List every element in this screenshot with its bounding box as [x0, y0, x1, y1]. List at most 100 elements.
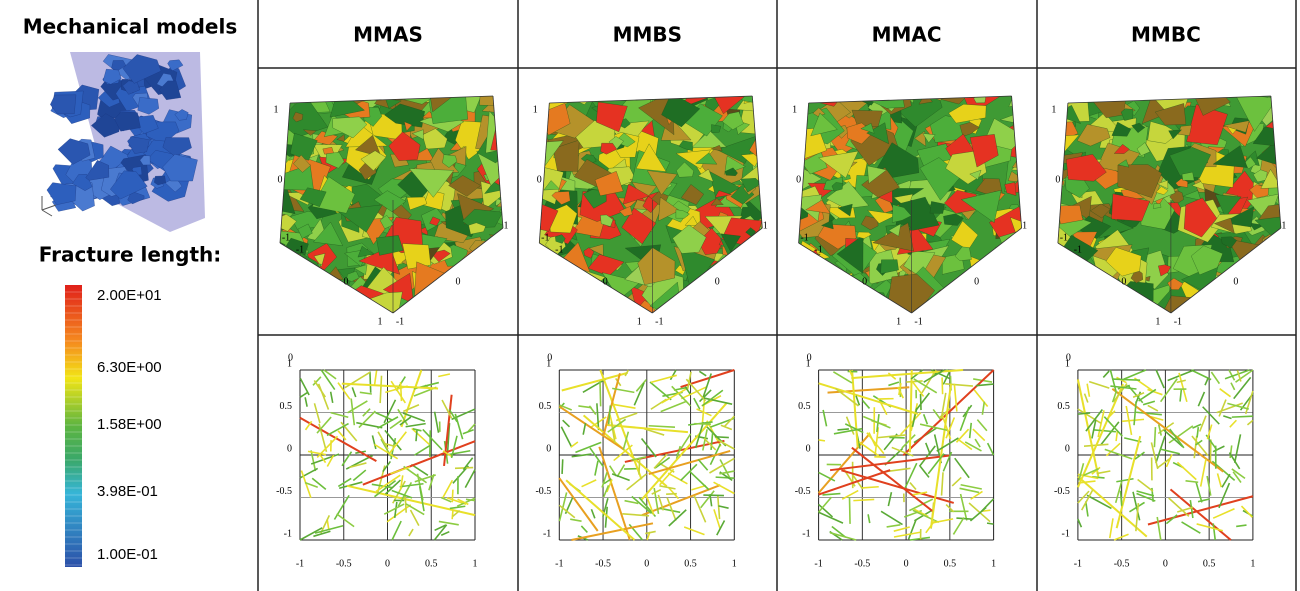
cube-tick-label: 0 [1233, 276, 1238, 287]
fracture-trace [1231, 415, 1253, 418]
fracture-trace [851, 369, 859, 448]
model-title: MMAC [872, 23, 942, 47]
fracture-trace [936, 437, 959, 452]
fracture-trace [1244, 390, 1254, 415]
fracture-trace [1193, 435, 1198, 459]
fracture-shape [1136, 142, 1151, 156]
fracture-trace [1135, 503, 1140, 532]
fracture-trace [701, 397, 706, 425]
fracture-trace [607, 424, 689, 434]
fracture-shape [280, 214, 297, 232]
fracture-trace [680, 463, 698, 481]
fracture-trace [1136, 490, 1155, 497]
fracture-trace [1080, 489, 1094, 511]
fracture-trace [452, 509, 461, 517]
y-tick-label: -0.5 [1054, 486, 1070, 497]
cube-edge [1057, 102, 1069, 244]
fracture-trace [622, 513, 650, 517]
fracture-trace [1132, 491, 1141, 521]
fracture-trace [1077, 412, 1091, 415]
fracture-shape [658, 196, 680, 222]
fracture-trace [1230, 382, 1236, 391]
fracture-trace [626, 473, 648, 491]
cube-edge [1057, 242, 1172, 314]
fracture-trace [891, 446, 914, 457]
fracture-shape [1184, 303, 1203, 313]
fracture-trace [599, 381, 602, 407]
fracture-trace [1111, 390, 1118, 403]
fracture-shape [1265, 280, 1281, 311]
fracture-shape [482, 310, 502, 313]
cube-edge [539, 242, 653, 314]
fracture-trace [654, 456, 671, 469]
fracture-trace [400, 369, 423, 428]
fracture-shape [325, 152, 345, 169]
fracture-shape [712, 96, 745, 115]
fracture-trace [1221, 473, 1231, 488]
fracture-shape [695, 278, 706, 285]
fracture-trace [1168, 497, 1190, 517]
fracture-trace [912, 509, 940, 524]
fracture-shape [1066, 154, 1107, 182]
fracture-trace [880, 510, 903, 526]
fracture-shape [675, 209, 690, 219]
y-tick-label: 0.5 [280, 401, 293, 412]
fracture-trace [653, 453, 668, 469]
fracture-shape [596, 101, 628, 133]
fracture-shape [691, 130, 727, 148]
fracture-trace [1136, 492, 1156, 502]
fracture-shape [1090, 203, 1111, 219]
cube-tick-label: 0 [715, 276, 720, 287]
fracture-shape [678, 140, 693, 152]
fracture-shape [798, 304, 804, 313]
fracture-trace [369, 371, 372, 393]
fracture-trace [714, 435, 729, 439]
fracture-trace [1138, 388, 1157, 402]
x-tick-label: -1 [1074, 558, 1082, 569]
fracture-trace [649, 381, 672, 401]
fracture-trace [299, 391, 308, 399]
fracture-shape [354, 264, 368, 276]
fracture-shape [280, 269, 302, 289]
fracture-trace [911, 380, 925, 397]
fracture-trace [818, 471, 836, 482]
fracture-trace [377, 431, 389, 450]
cube-edge [911, 227, 1022, 314]
x-tick-label: 1 [473, 558, 478, 569]
fracture-trace [440, 496, 452, 503]
fracture-trace [590, 508, 596, 519]
fracture-trace [817, 496, 833, 513]
fracture-shape [1222, 281, 1259, 313]
fracture-trace [599, 369, 643, 480]
fracture-shape [1214, 217, 1235, 234]
fracture-trace [1216, 473, 1223, 488]
fracture-shape [619, 206, 633, 217]
fracture-shape [1223, 120, 1250, 133]
fracture-trace [316, 435, 339, 458]
fracture-shape [423, 189, 445, 211]
fracture-trace [383, 503, 405, 515]
fracture-trace [391, 520, 402, 541]
fracture-trace [1169, 488, 1232, 541]
fracture-shape [539, 96, 549, 101]
fracture-trace [659, 468, 675, 486]
fracture-trace [1165, 454, 1173, 468]
panel-title: Mechanical models [23, 15, 238, 39]
fracture-trace [438, 373, 451, 378]
fracture-trace [927, 453, 945, 475]
fracture-shape [737, 270, 763, 289]
fracture-shape [1057, 300, 1080, 313]
fracture-shape [798, 295, 819, 313]
x-tick-label: -0.5 [595, 558, 611, 569]
fracture-shape [1120, 108, 1134, 121]
fracture-shape [744, 278, 763, 302]
fracture-shape [85, 160, 110, 181]
fracture-trace [1147, 404, 1159, 412]
fracture-trace [1176, 461, 1197, 481]
fracture-shape [1004, 246, 1022, 260]
fracture-trace [389, 419, 403, 430]
fracture-trace [922, 414, 929, 425]
fracture-trace [607, 405, 612, 425]
fracture-trace [1191, 435, 1209, 457]
fracture-trace [371, 483, 393, 489]
